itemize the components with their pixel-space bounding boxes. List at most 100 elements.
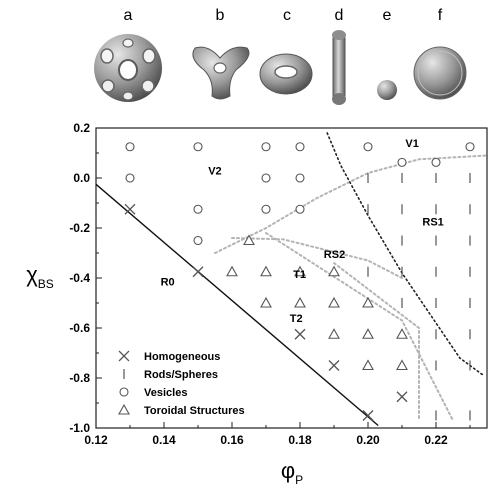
- y-tick-label: -0.2: [69, 221, 90, 235]
- homogeneous-marker: [362, 410, 374, 421]
- x-marker-stroke: [124, 203, 136, 215]
- vesicle-marker: [193, 142, 203, 152]
- y-tick-label: -0.6: [69, 321, 90, 335]
- panel-label-b: b: [216, 7, 225, 24]
- homogeneous-marker: [294, 328, 306, 340]
- plot-frame: [95, 127, 488, 429]
- toroidal-marker: [396, 328, 408, 339]
- legend-label: Rods/Spheres: [144, 369, 218, 381]
- vesicle-marker: [295, 204, 305, 214]
- x-marker-stroke: [118, 350, 130, 362]
- x-axis-title-sub: P: [295, 473, 303, 487]
- y-tick-label: 0.0: [73, 171, 90, 185]
- x-tick-label: 0.18: [288, 433, 312, 447]
- vesicle-marker: [363, 142, 373, 152]
- vesicle-marker: [125, 173, 135, 183]
- legend-entry: Rods/Spheres: [123, 369, 218, 381]
- rod-image: [332, 30, 346, 105]
- legend-entry: Toroidal Structures: [118, 403, 245, 417]
- shape-panels: a b c d e f: [94, 7, 467, 105]
- legend-marker: [118, 403, 130, 415]
- toroidal-marker: [396, 359, 408, 371]
- x-tick-label: 0.22: [424, 433, 448, 447]
- vesicle-marker: [295, 173, 305, 183]
- x-tick-label: 0.20: [356, 433, 380, 447]
- panel-label-a: a: [124, 7, 133, 24]
- trefoil-torus-image: [192, 46, 250, 100]
- phase-boundaries: [95, 132, 488, 427]
- y-axis: 0.2 0.0 -0.2 -0.4 -0.6 -0.8 -1.0: [69, 121, 102, 435]
- vesicle-marker: [465, 142, 475, 152]
- x-axis-title: φP: [281, 458, 303, 487]
- x-marker-stroke: [396, 391, 408, 403]
- y-tick-label: -0.8: [69, 371, 90, 385]
- region-label: V2: [208, 165, 221, 177]
- x-marker-stroke: [328, 360, 340, 371]
- black-dotted-boundary: [326, 132, 485, 377]
- toroidal-marker: [260, 265, 272, 277]
- y-tick-label: -1.0: [69, 421, 90, 435]
- x-marker-stroke: [362, 410, 374, 421]
- toroidal-marker: [243, 234, 255, 246]
- x-marker-stroke: [294, 328, 306, 340]
- vesicle-marker: [295, 142, 305, 152]
- vesicle-marker: [261, 204, 271, 214]
- toroidal-marker: [294, 265, 306, 277]
- cage-structure-image: [94, 34, 162, 102]
- region-label: R0: [161, 277, 175, 289]
- x-tick-label: 0.16: [220, 433, 244, 447]
- homogeneous-marker: [192, 266, 204, 278]
- region-label: RS2: [324, 249, 345, 261]
- vesicle-marker: [193, 204, 203, 214]
- legend-label: Vesicles: [144, 387, 187, 399]
- x-tick-label: 0.12: [84, 433, 108, 447]
- homogeneous-marker: [124, 203, 136, 215]
- legend-entry: Vesicles: [119, 387, 187, 399]
- toroidal-marker: [362, 328, 374, 339]
- panel-label-d: d: [335, 7, 344, 24]
- region-label: V1: [405, 138, 418, 150]
- small-sphere-image: [377, 80, 397, 100]
- legend-entry: Homogeneous: [118, 350, 220, 363]
- region-labels: V1 V2 RS1 RS2 R0 T1 T2: [161, 138, 444, 325]
- toroidal-marker: [260, 296, 272, 308]
- region-label: RS1: [422, 217, 443, 229]
- toroidal-marker: [328, 296, 340, 308]
- x-marker-stroke: [192, 266, 204, 278]
- vesicle-marker: [261, 173, 271, 183]
- gray-dotted-boundary: [333, 262, 420, 422]
- gray-dotted-boundary: [231, 237, 403, 279]
- x-tick-label: 0.14: [152, 433, 176, 447]
- vesicle-marker: [397, 157, 407, 167]
- panel-label-f: f: [438, 7, 443, 24]
- y-axis-title: χBS: [26, 262, 54, 291]
- homogeneous-boundary-line: [95, 183, 379, 427]
- toroidal-marker: [294, 296, 306, 308]
- vesicle-marker: [431, 157, 441, 167]
- vesicle-marker: [193, 235, 203, 246]
- toroidal-marker: [362, 359, 374, 371]
- legend-label: Homogeneous: [144, 351, 220, 363]
- x-axis: 0.12 0.14 0.16 0.18 0.20 0.22: [84, 422, 471, 447]
- toroidal-marker: [362, 296, 374, 308]
- y-tick-label: 0.2: [73, 121, 90, 135]
- legend-marker: [118, 350, 130, 362]
- panel-label-e: e: [383, 7, 392, 24]
- homogeneous-marker: [328, 360, 340, 371]
- y-tick-label: -0.4: [69, 271, 90, 285]
- vesicle-marker: [125, 142, 135, 152]
- vesicle-marker: [261, 142, 271, 152]
- large-sphere-image: [413, 46, 467, 100]
- toroidal-marker: [328, 328, 340, 339]
- legend-label: Toroidal Structures: [144, 405, 245, 417]
- legend: Homogeneous Rods/Spheres Vesicles Toroidal …: [118, 350, 245, 417]
- toroidal-marker: [328, 265, 340, 277]
- gray-dotted-boundary: [214, 154, 488, 254]
- region-label: T2: [290, 313, 303, 325]
- gray-dotted-boundary: [265, 232, 454, 422]
- chart-area: 0.12 0.14 0.16 0.18 0.20 0.22 0.2 0.0 -0.2 -0.4 -…: [26, 121, 488, 487]
- panel-label-c: c: [283, 7, 291, 24]
- toroidal-marker: [226, 265, 238, 277]
- homogeneous-marker: [396, 391, 408, 403]
